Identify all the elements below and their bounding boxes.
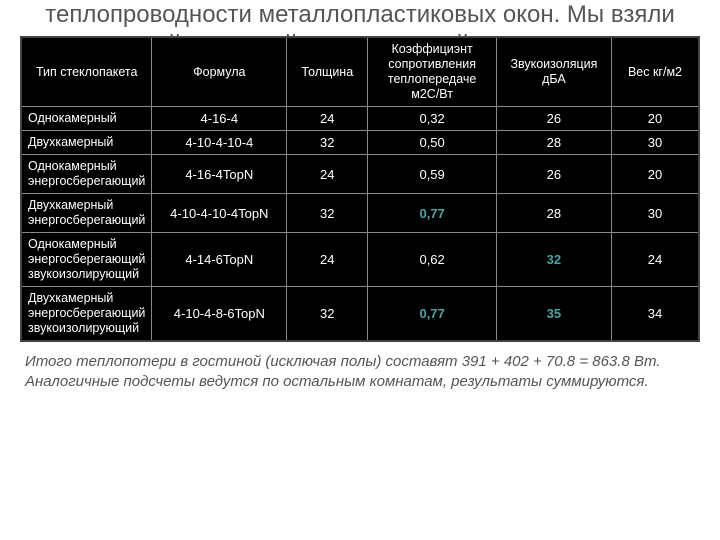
col-sound: Звукоизоляция дБА	[496, 37, 611, 107]
glazing-table: Тип стеклопакета Формула Толщина Коэффиц…	[20, 36, 700, 342]
cell-formula: 4-16-4TopN	[152, 155, 287, 194]
cell-thickness: 32	[287, 194, 368, 233]
cell-weight: 20	[611, 107, 699, 131]
cell-thickness: 32	[287, 287, 368, 342]
cell-weight: 24	[611, 233, 699, 287]
col-weight: Вес кг/м2	[611, 37, 699, 107]
cell-type: Двухкамерный энергосберегающий звукоизол…	[21, 287, 152, 342]
cell-thickness: 24	[287, 233, 368, 287]
cell-sound: 32	[496, 233, 611, 287]
cell-coeff: 0,59	[368, 155, 497, 194]
cell-type: Двухкамерный энергосберегающий	[21, 194, 152, 233]
cell-formula: 4-16-4	[152, 107, 287, 131]
table-row: Однокамерный энергосберегающий звукоизол…	[21, 233, 699, 287]
table-container: Тип стеклопакета Формула Толщина Коэффиц…	[20, 36, 700, 342]
cell-coeff: 0,77	[368, 287, 497, 342]
cell-weight: 20	[611, 155, 699, 194]
cell-formula: 4-10-4-10-4	[152, 131, 287, 155]
cell-thickness: 24	[287, 155, 368, 194]
table-row: Двухкамерный энергосберегающий звукоизол…	[21, 287, 699, 342]
table-row: Двухкамерный4-10-4-10-4320,502830	[21, 131, 699, 155]
col-type: Тип стеклопакета	[21, 37, 152, 107]
cell-coeff: 0,62	[368, 233, 497, 287]
cell-coeff: 0,32	[368, 107, 497, 131]
cell-type: Двухкамерный	[21, 131, 152, 155]
col-formula: Формула	[152, 37, 287, 107]
cell-formula: 4-14-6TopN	[152, 233, 287, 287]
footnote-text: Итого теплопотери в гостиной (исключая п…	[25, 352, 680, 391]
cell-sound: 28	[496, 131, 611, 155]
cell-formula: 4-10-4-8-6TopN	[152, 287, 287, 342]
cell-coeff: 0,50	[368, 131, 497, 155]
table-row: Однокамерный энергосберегающий4-16-4TopN…	[21, 155, 699, 194]
col-thickness: Толщина	[287, 37, 368, 107]
cell-type: Однокамерный энергосберегающий звукоизол…	[21, 233, 152, 287]
cell-formula: 4-10-4-10-4TopN	[152, 194, 287, 233]
cell-weight: 30	[611, 131, 699, 155]
col-coeff: Коэффициэнт сопротивления теплопередаче …	[368, 37, 497, 107]
cell-sound: 35	[496, 287, 611, 342]
cell-sound: 28	[496, 194, 611, 233]
cell-thickness: 32	[287, 131, 368, 155]
cell-type: Однокамерный	[21, 107, 152, 131]
cell-sound: 26	[496, 155, 611, 194]
table-header-row: Тип стеклопакета Формула Толщина Коэффиц…	[21, 37, 699, 107]
cell-sound: 26	[496, 107, 611, 131]
cell-coeff: 0,77	[368, 194, 497, 233]
cell-thickness: 24	[287, 107, 368, 131]
cell-type: Однокамерный энергосберегающий	[21, 155, 152, 194]
table-row: Двухкамерный энергосберегающий4-10-4-10-…	[21, 194, 699, 233]
cell-weight: 34	[611, 287, 699, 342]
cell-weight: 30	[611, 194, 699, 233]
table-row: Однокамерный4-16-4240,322620	[21, 107, 699, 131]
